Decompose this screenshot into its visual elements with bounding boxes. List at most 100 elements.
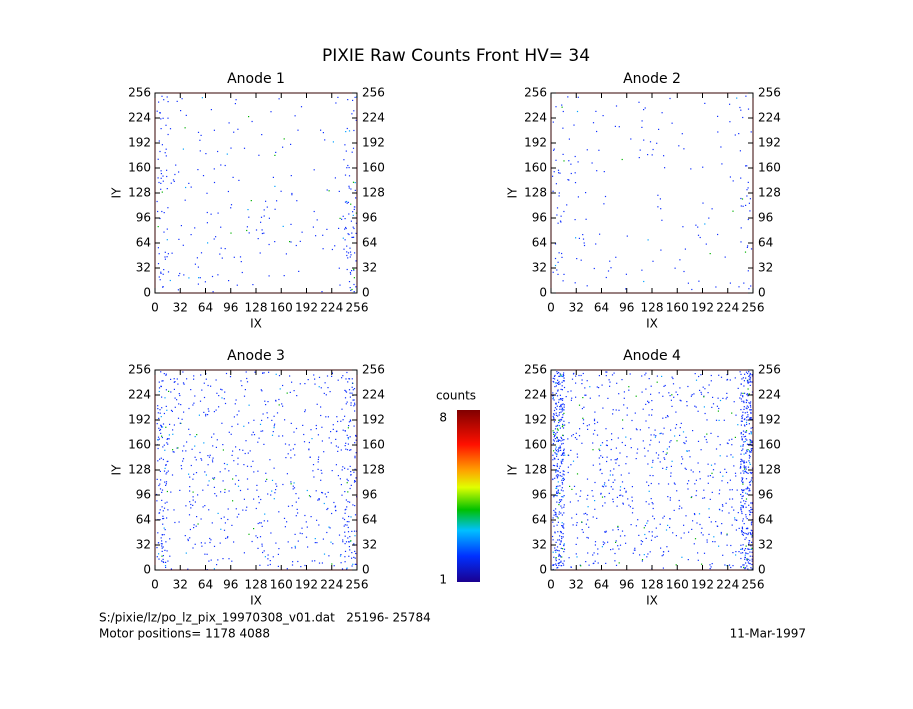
- pixel: [228, 470, 230, 472]
- pixel: [555, 448, 557, 450]
- pixel: [165, 541, 167, 543]
- pixel: [160, 173, 162, 175]
- pixel: [749, 540, 751, 542]
- pixel: [261, 229, 263, 231]
- pixel: [267, 493, 269, 495]
- pixel: [749, 439, 751, 441]
- pixel: [157, 532, 159, 534]
- pixel: [344, 509, 346, 511]
- pixel: [347, 468, 349, 470]
- pixel: [353, 556, 355, 558]
- pixel: [726, 374, 728, 376]
- pixel: [291, 192, 293, 195]
- x-tick-label: 256: [346, 301, 369, 315]
- pixel: [165, 426, 167, 428]
- pixel: [747, 414, 749, 416]
- pixel: [298, 270, 300, 272]
- pixel: [740, 504, 742, 507]
- pixel: [324, 139, 326, 141]
- plot-frame: [154, 369, 358, 571]
- pixel: [317, 468, 319, 470]
- pixel: [632, 552, 634, 554]
- pixel: [744, 554, 746, 556]
- pixel: [230, 433, 232, 435]
- pixel: [623, 391, 625, 393]
- pixel: [348, 389, 351, 391]
- pixel: [346, 245, 348, 247]
- pixel: [741, 530, 743, 532]
- pixel: [669, 395, 671, 397]
- pixel: [355, 435, 357, 437]
- pixel: [165, 473, 167, 475]
- pixel: [670, 465, 672, 467]
- pixel: [166, 96, 168, 98]
- pixel: [561, 496, 563, 498]
- pixel: [580, 259, 582, 261]
- pixel: [739, 150, 741, 152]
- pixel: [740, 493, 742, 496]
- pixel: [157, 412, 159, 414]
- pixel: [561, 399, 564, 401]
- pixel: [617, 526, 619, 528]
- pixel: [172, 179, 175, 181]
- pixel: [749, 563, 751, 565]
- pixel: [747, 449, 749, 451]
- pixel: [659, 198, 661, 200]
- pixel: [282, 405, 284, 407]
- pixel: [740, 420, 742, 422]
- pixel: [562, 526, 564, 528]
- pixel: [177, 383, 179, 385]
- pixel: [740, 205, 742, 207]
- y-tick-label: 128: [128, 186, 151, 200]
- pixel: [239, 449, 241, 451]
- pixel: [170, 182, 172, 184]
- pixel: [585, 394, 587, 396]
- pixel: [347, 531, 350, 533]
- pixel: [738, 133, 740, 135]
- pixel: [298, 497, 300, 499]
- y-tick-label-right: 32: [758, 261, 773, 275]
- pixel: [156, 478, 158, 480]
- pixel: [583, 513, 585, 515]
- pixel: [698, 513, 701, 515]
- pixel: [709, 498, 711, 500]
- pixel: [185, 114, 187, 116]
- pixel: [751, 563, 753, 566]
- pixel: [748, 510, 750, 512]
- pixel: [256, 489, 258, 491]
- pixel: [335, 445, 337, 447]
- pixel: [739, 106, 741, 109]
- pixel: [282, 384, 284, 387]
- pixel: [578, 374, 580, 377]
- pixel: [332, 543, 334, 545]
- pixel: [275, 542, 277, 544]
- pixel: [204, 471, 206, 473]
- pixel: [215, 409, 217, 411]
- pixel: [750, 509, 752, 511]
- pixel: [160, 118, 162, 120]
- pixel: [161, 436, 163, 439]
- pixel: [553, 413, 555, 415]
- pixel: [726, 544, 728, 546]
- pixel: [557, 476, 559, 478]
- pixel: [556, 371, 558, 373]
- pixel: [166, 239, 168, 241]
- pixel: [749, 379, 751, 381]
- pixel: [156, 547, 158, 549]
- pixel: [204, 553, 206, 555]
- pixel: [679, 427, 681, 429]
- pixel: [274, 154, 276, 156]
- footer-motor: Motor positions= 1178 4088: [99, 627, 270, 641]
- pixel: [743, 462, 745, 464]
- pixel: [313, 210, 315, 213]
- pixel: [278, 404, 280, 406]
- pixel: [296, 395, 298, 397]
- y-tick-label-right: 160: [758, 438, 781, 452]
- pixel: [742, 433, 744, 436]
- pixel: [342, 375, 344, 377]
- pixel: [706, 433, 708, 435]
- y-tick-label: 64: [532, 236, 547, 250]
- pixel: [751, 558, 753, 560]
- pixel: [265, 480, 267, 482]
- pixel: [170, 491, 172, 493]
